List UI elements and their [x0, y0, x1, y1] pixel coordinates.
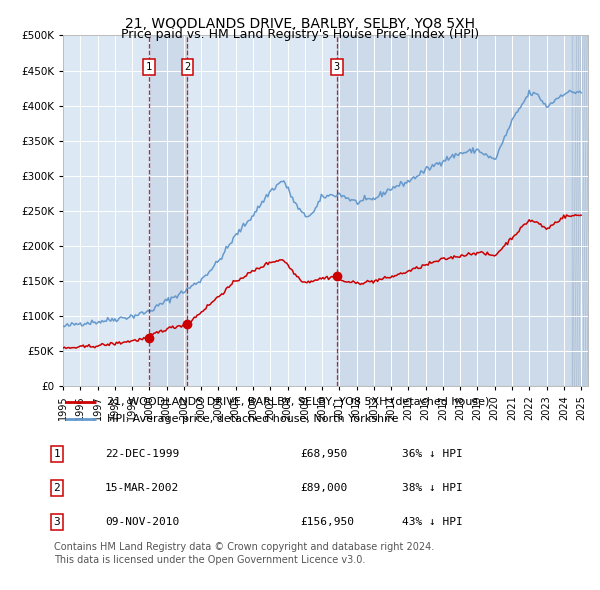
Bar: [149, 35, 187, 386]
Text: HPI: Average price, detached house, North Yorkshire: HPI: Average price, detached house, Nort…: [107, 414, 398, 424]
Text: 21, WOODLANDS DRIVE, BARLBY, SELBY, YO8 5XH (detached house): 21, WOODLANDS DRIVE, BARLBY, SELBY, YO8 …: [107, 396, 489, 407]
Text: 21, WOODLANDS DRIVE, BARLBY, SELBY, YO8 5XH: 21, WOODLANDS DRIVE, BARLBY, SELBY, YO8 …: [125, 17, 475, 31]
Text: Contains HM Land Registry data © Crown copyright and database right 2024.: Contains HM Land Registry data © Crown c…: [54, 542, 434, 552]
Bar: [572, 35, 590, 386]
Text: 3: 3: [334, 62, 340, 72]
Text: £68,950: £68,950: [300, 449, 347, 458]
Text: 2: 2: [184, 62, 190, 72]
Bar: [337, 35, 572, 386]
Text: 15-MAR-2002: 15-MAR-2002: [105, 483, 179, 493]
Text: 2: 2: [53, 483, 61, 493]
Text: This data is licensed under the Open Government Licence v3.0.: This data is licensed under the Open Gov…: [54, 555, 365, 565]
Text: £156,950: £156,950: [300, 517, 354, 527]
Text: 43% ↓ HPI: 43% ↓ HPI: [402, 517, 463, 527]
Text: 09-NOV-2010: 09-NOV-2010: [105, 517, 179, 527]
Text: Price paid vs. HM Land Registry's House Price Index (HPI): Price paid vs. HM Land Registry's House …: [121, 28, 479, 41]
Text: 36% ↓ HPI: 36% ↓ HPI: [402, 449, 463, 458]
Text: 1: 1: [53, 449, 61, 458]
Text: 1: 1: [146, 62, 152, 72]
Text: £89,000: £89,000: [300, 483, 347, 493]
Text: 3: 3: [53, 517, 61, 527]
Text: 22-DEC-1999: 22-DEC-1999: [105, 449, 179, 458]
Text: 38% ↓ HPI: 38% ↓ HPI: [402, 483, 463, 493]
